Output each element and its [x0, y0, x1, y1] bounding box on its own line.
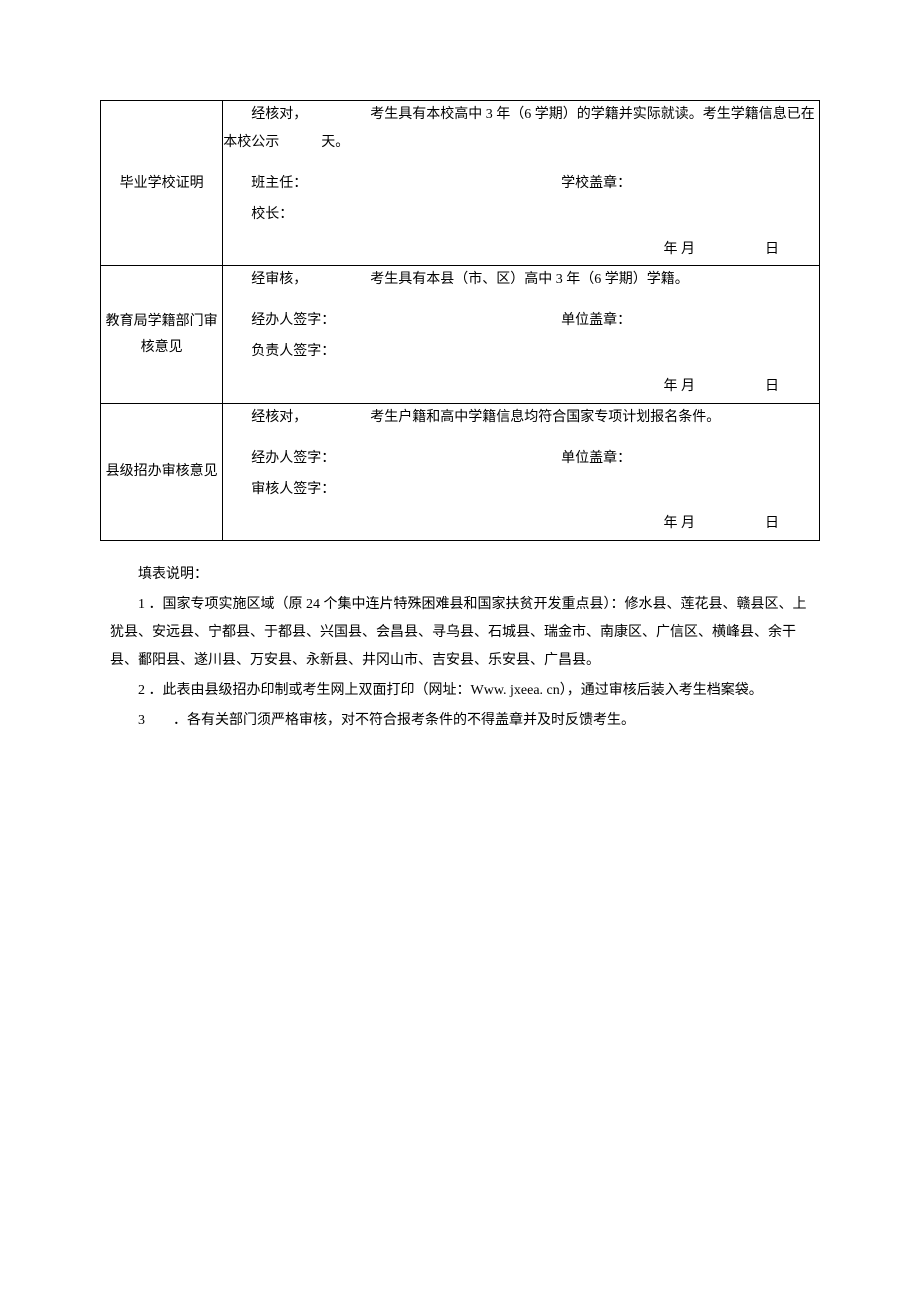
sig-principal: 校长：: [223, 200, 521, 231]
signature-block: 经办人签字： 单位盖章： 负责人签字： 年 月 日: [223, 306, 819, 402]
notes-title: 填表说明：: [110, 561, 810, 589]
sig-supervisor: 负责人签字：: [223, 337, 521, 368]
date-line: 年 月 日: [223, 235, 819, 266]
signature-block: 经办人签字： 单位盖章： 审核人签字： 年 月 日: [223, 444, 819, 540]
signature-row: 校长：: [223, 200, 819, 231]
signature-row: 负责人签字：: [223, 337, 819, 368]
notes-item-2: 2 ．此表由县级招办印制或考生网上双面打印（网址：Www. jxeea. cn）…: [110, 677, 810, 705]
table-row-school: 毕业学校证明 经核对， 考生具有本校高中 3 年（6 学期）的学籍并实际就读。考…: [101, 101, 820, 266]
label-edu-bureau: 教育局学籍部门审核意见: [101, 266, 223, 403]
content-county-office: 经核对， 考生户籍和高中学籍信息均符合国家专项计划报名条件。 经办人签字： 单位…: [223, 403, 820, 540]
signature-row: 班主任： 学校盖章：: [223, 169, 819, 200]
signature-row: 审核人签字：: [223, 475, 819, 506]
signature-row: 经办人签字： 单位盖章：: [223, 444, 819, 475]
label-county-office: 县级招办审核意见: [101, 403, 223, 540]
approval-form-table: 毕业学校证明 经核对， 考生具有本校高中 3 年（6 学期）的学籍并实际就读。考…: [100, 100, 820, 541]
table-row-edu-bureau: 教育局学籍部门审核意见 经审核， 考生具有本县（市、区）高中 3 年（6 学期）…: [101, 266, 820, 403]
notes-section: 填表说明： 1 ．国家专项实施区域（原 24 个集中连片特殊困难县和国家扶贫开发…: [100, 561, 820, 735]
date-line: 年 月 日: [223, 372, 819, 403]
notes-item-1: 1 ．国家专项实施区域（原 24 个集中连片特殊困难县和国家扶贫开发重点县）：修…: [110, 591, 810, 675]
label-text: 县级招办审核意见: [106, 464, 218, 479]
sig-stamp: 单位盖章：: [521, 306, 819, 337]
sig-handler: 经办人签字：: [223, 444, 521, 475]
content-text: 经核对， 考生具有本校高中 3 年（6 学期）的学籍并实际就读。考生学籍信息已在…: [223, 101, 819, 157]
content-school-cert: 经核对， 考生具有本校高中 3 年（6 学期）的学籍并实际就读。考生学籍信息已在…: [223, 101, 820, 266]
table-row-county-office: 县级招办审核意见 经核对， 考生户籍和高中学籍信息均符合国家专项计划报名条件。 …: [101, 403, 820, 540]
notes-item-3: 3 ．各有关部门须严格审核，对不符合报考条件的不得盖章并及时反馈考生。: [110, 707, 810, 735]
label-school-cert: 毕业学校证明: [101, 101, 223, 266]
content-edu-bureau: 经审核， 考生具有本县（市、区）高中 3 年（6 学期）学籍。 经办人签字： 单…: [223, 266, 820, 403]
sig-stamp: 单位盖章：: [521, 444, 819, 475]
sig-teacher: 班主任：: [223, 169, 521, 200]
content-text: 经核对， 考生户籍和高中学籍信息均符合国家专项计划报名条件。: [223, 404, 819, 432]
signature-block: 班主任： 学校盖章： 校长： 年 月 日: [223, 169, 819, 265]
content-text: 经审核， 考生具有本县（市、区）高中 3 年（6 学期）学籍。: [223, 266, 819, 294]
date-line: 年 月 日: [223, 509, 819, 540]
sig-reviewer: 审核人签字：: [223, 475, 521, 506]
label-text: 教育局学籍部门审核意见: [106, 314, 218, 354]
label-text: 毕业学校证明: [120, 176, 204, 191]
signature-row: 经办人签字： 单位盖章：: [223, 306, 819, 337]
sig-handler: 经办人签字：: [223, 306, 521, 337]
sig-stamp: 学校盖章：: [521, 169, 819, 200]
